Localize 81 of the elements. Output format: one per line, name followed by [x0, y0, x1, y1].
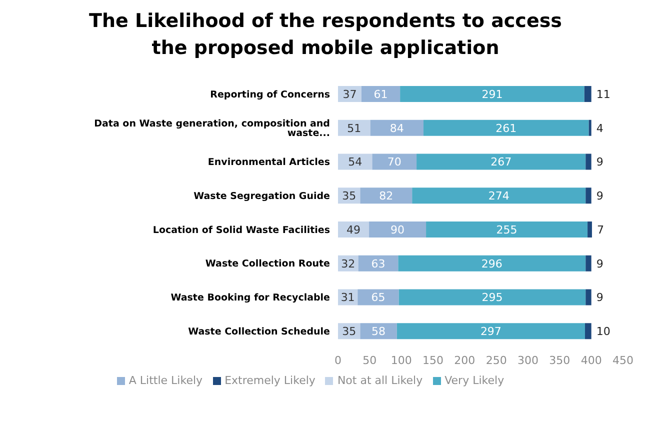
bar [584, 86, 592, 102]
y-tick-label: Waste Booking for Recyclable [170, 292, 330, 304]
x-tick-label: 350 [549, 354, 570, 367]
data-label: 58 [372, 325, 386, 338]
bar [412, 188, 586, 204]
bar [398, 289, 586, 306]
x-tick-label: 100 [390, 354, 412, 367]
bar [338, 154, 372, 170]
data-label: 51 [347, 122, 362, 135]
bar [396, 323, 585, 340]
data-label: 63 [371, 257, 386, 270]
bar [588, 120, 592, 136]
data-label: 65 [371, 291, 386, 304]
y-tick-label: Data on Waste generation, composition and waste... [94, 118, 330, 139]
bar [372, 154, 417, 170]
legend-label: Extremely Likely [224, 374, 316, 387]
x-tick-label: 200 [454, 354, 476, 367]
bar [398, 255, 586, 272]
data-label: 61 [374, 88, 388, 101]
bar [586, 255, 592, 272]
bar [588, 222, 592, 238]
bar [369, 222, 426, 238]
bar [585, 323, 592, 340]
bar [416, 154, 586, 170]
bar [338, 120, 370, 136]
x-tick-label: 50 [362, 354, 377, 367]
data-label: 37 [342, 88, 357, 101]
data-label: 295 [482, 291, 503, 304]
data-label: 11 [596, 88, 610, 101]
x-tick-label: 400 [580, 354, 602, 367]
bar [586, 154, 592, 170]
legend-label: A Little Likely [128, 374, 203, 387]
legend-label: Not at all Likely [337, 374, 423, 387]
data-label: 32 [341, 257, 356, 270]
data-label: 9 [596, 257, 604, 270]
x-tick-label: 250 [486, 354, 507, 367]
y-tick-label: Waste Collection Schedule [188, 326, 330, 338]
data-label: 9 [596, 156, 604, 169]
data-label: 82 [379, 190, 394, 203]
data-label: 291 [482, 88, 503, 101]
data-label: 54 [348, 156, 362, 169]
x-tick-label: 150 [422, 354, 444, 367]
data-label: 7 [596, 223, 604, 236]
bar [360, 188, 412, 204]
data-label: 274 [488, 190, 510, 203]
data-label: 297 [480, 325, 502, 338]
bar [426, 222, 588, 238]
bar [360, 323, 397, 340]
data-label: 296 [481, 257, 502, 270]
y-tick-label: Environmental Articles [208, 157, 330, 168]
data-label: 35 [342, 325, 356, 338]
bar [400, 86, 584, 102]
data-label: 84 [390, 122, 404, 135]
y-tick-label: Waste Collection Route [205, 258, 330, 270]
data-label: 9 [596, 291, 604, 304]
bar [370, 120, 424, 136]
bar [358, 289, 399, 306]
data-label: 49 [346, 223, 361, 236]
bar [586, 188, 592, 204]
data-label: 35 [342, 190, 356, 203]
data-label: 90 [390, 223, 405, 236]
x-tick-label: 450 [612, 354, 634, 367]
x-tick-label: 0 [334, 354, 342, 367]
y-tick-label: Reporting of Concerns [210, 89, 330, 100]
data-label: 31 [340, 291, 355, 304]
bar [586, 289, 592, 306]
data-label: 4 [596, 122, 604, 135]
legend-label: Very Likely [444, 374, 504, 387]
y-tick-label: Waste Segregation Guide [194, 190, 330, 202]
bar [358, 255, 398, 272]
data-label: 255 [496, 223, 518, 236]
y-tick-label: Location of Solid Waste Facilities [152, 224, 330, 236]
x-tick-label: 300 [518, 354, 538, 367]
bar [424, 120, 589, 136]
data-label: 261 [496, 122, 517, 135]
data-label: 10 [596, 325, 610, 338]
bar [361, 86, 400, 102]
data-label: 267 [490, 156, 512, 169]
data-label: 9 [596, 190, 604, 203]
chart-title: The Likelihood of the respondents to access the proposed mobile application [88, 9, 563, 61]
data-label: 70 [387, 156, 402, 169]
